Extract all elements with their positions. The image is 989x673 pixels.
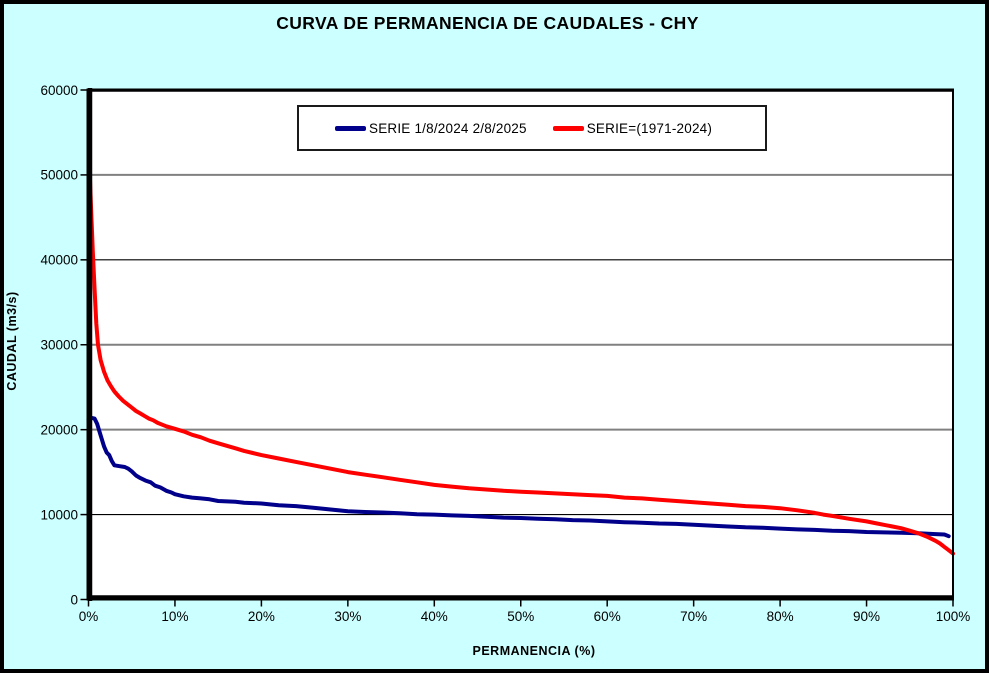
legend-item-serie-1971-2024: SERIE=(1971-2024): [552, 120, 713, 136]
x-axis-title: PERMANENCIA (%): [472, 644, 596, 658]
y-tick-label-0: 0: [70, 592, 78, 607]
legend-label: SERIE 1/8/2024 2/8/2025: [369, 120, 527, 136]
chart-title: CURVA DE PERMANENCIA DE CAUDALES - CHY: [276, 13, 699, 33]
y-tick-label-30000: 30000: [40, 338, 78, 353]
x-tick-label-70: 70%: [680, 609, 707, 624]
x-tick-label-10: 10%: [161, 609, 188, 624]
y-axis-title: CAUDAL (m3/s): [5, 291, 19, 391]
y-tick-label-10000: 10000: [40, 507, 78, 522]
x-tick-label-80: 80%: [767, 609, 794, 624]
x-tick-label-0: 0%: [79, 609, 99, 624]
x-tick-label-20: 20%: [248, 609, 275, 624]
series-line-0: [86, 415, 951, 539]
y-tick-label-50000: 50000: [40, 168, 78, 183]
x-tick-label-100: 100%: [936, 609, 971, 624]
y-tick-label-20000: 20000: [40, 422, 78, 437]
legend-line-sample-blue: [335, 125, 366, 131]
x-tick-label-60: 60%: [594, 609, 621, 624]
y-tick-label-40000: 40000: [40, 253, 78, 268]
legend-line-sample-red: [552, 125, 584, 131]
series-line-1: [86, 164, 955, 556]
x-tick-label-30: 30%: [334, 609, 361, 624]
x-tick-label-90: 90%: [853, 609, 880, 624]
legend: SERIE 1/8/2024 2/8/2025 SERIE=(1971-2024…: [297, 105, 767, 151]
x-tick-label-50: 50%: [507, 609, 534, 624]
legend-item-serie-2024-2025: SERIE 1/8/2024 2/8/2025: [335, 121, 527, 136]
y-tick-label-60000: 60000: [40, 83, 78, 98]
x-tick-label-40: 40%: [421, 609, 448, 624]
legend-label: SERIE=(1971-2024): [586, 120, 713, 136]
